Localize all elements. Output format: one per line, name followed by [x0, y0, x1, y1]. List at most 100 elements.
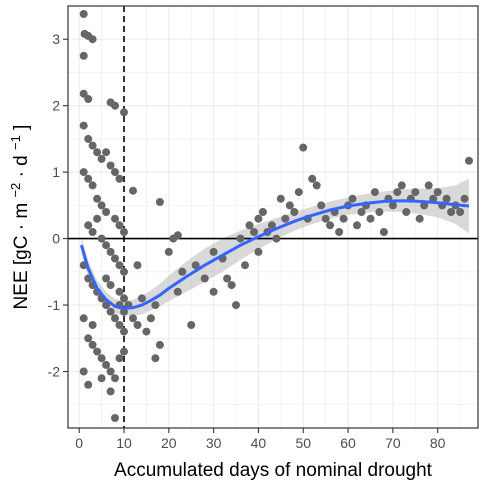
data-point	[151, 301, 160, 310]
data-point	[133, 261, 142, 270]
data-point	[84, 380, 93, 389]
y-axis-title: NEE [gC · m −2 · d −1 ]	[4, 125, 32, 310]
data-point	[129, 186, 137, 195]
data-point	[465, 156, 473, 165]
data-point	[393, 188, 402, 197]
x-tick-label: 80	[430, 435, 446, 451]
data-point	[379, 228, 388, 236]
data-point	[102, 208, 111, 216]
data-point	[353, 221, 361, 230]
data-point	[155, 198, 164, 206]
data-point	[120, 267, 128, 276]
data-point	[88, 181, 97, 190]
data-point	[402, 208, 411, 216]
data-point	[120, 347, 128, 356]
data-point	[79, 51, 88, 60]
data-point	[254, 247, 263, 256]
data-point	[142, 327, 151, 336]
data-point	[120, 108, 128, 117]
data-point	[227, 281, 236, 290]
data-point	[209, 287, 218, 296]
data-point	[111, 101, 119, 110]
plot-border	[67, 5, 479, 429]
data-point	[120, 228, 128, 236]
data-point	[151, 354, 160, 363]
data-point	[120, 294, 128, 303]
data-point	[232, 301, 240, 310]
data-point	[308, 174, 317, 183]
y-title-base: NEE [gC	[11, 236, 32, 310]
data-point	[88, 321, 97, 329]
data-point	[326, 221, 335, 230]
data-point	[93, 148, 102, 157]
plot-panel	[68, 6, 478, 428]
y-axis-ticks: -2 -1 0 1 2 3	[48, 31, 68, 380]
data-point	[102, 241, 111, 250]
data-point	[321, 214, 330, 223]
data-point	[133, 321, 142, 329]
data-point	[276, 194, 285, 203]
data-point	[84, 221, 93, 230]
x-axis-ticks: 0 10 20 30 40 50 60 70 80	[75, 428, 446, 451]
x-tick-label: 10	[116, 435, 132, 451]
y-tick-label: 3	[52, 31, 60, 47]
data-point	[178, 267, 187, 276]
x-tick-label: 30	[206, 435, 222, 451]
data-point	[433, 188, 442, 197]
data-point	[155, 340, 164, 349]
data-point	[397, 181, 406, 190]
data-point	[88, 228, 97, 236]
data-point	[209, 247, 218, 256]
smooth-fit-line	[79, 199, 470, 310]
data-point	[97, 354, 106, 363]
data-point	[420, 201, 429, 210]
data-point	[146, 314, 155, 323]
data-point	[129, 314, 137, 323]
data-point	[97, 154, 106, 163]
y-tick-label: 1	[52, 164, 60, 180]
data-point	[106, 161, 115, 170]
data-point	[258, 208, 267, 216]
data-point	[106, 247, 115, 256]
data-point	[223, 274, 232, 283]
data-point	[84, 174, 93, 183]
x-tick-label: 50	[295, 435, 311, 451]
y-title-sup1: −2	[8, 183, 23, 198]
data-point	[79, 168, 88, 177]
data-point	[102, 360, 111, 369]
data-point	[442, 194, 451, 203]
data-point	[281, 214, 290, 223]
data-point	[375, 208, 384, 216]
data-point	[115, 174, 124, 183]
data-point	[267, 221, 276, 230]
data-point	[84, 334, 93, 343]
data-point	[348, 194, 357, 203]
data-point	[97, 201, 106, 210]
data-point	[250, 228, 258, 236]
data-points	[79, 10, 473, 422]
data-point	[200, 274, 209, 283]
data-point	[299, 143, 308, 152]
y-tick-label: -2	[48, 364, 61, 380]
data-point	[272, 234, 281, 243]
data-point	[111, 374, 119, 383]
data-point	[173, 231, 182, 240]
data-point	[447, 208, 456, 216]
data-point	[191, 261, 200, 270]
data-point	[429, 194, 438, 203]
x-tick-label: 70	[385, 435, 401, 451]
data-point	[241, 261, 249, 270]
data-point	[115, 321, 124, 329]
data-point	[456, 208, 465, 216]
data-point	[115, 354, 124, 363]
data-point	[84, 134, 93, 143]
data-point	[370, 188, 379, 197]
data-point	[187, 321, 196, 329]
data-point	[339, 214, 348, 223]
data-point	[111, 414, 119, 422]
data-point	[164, 247, 173, 256]
x-axis-title: Accumulated days of nominal drought	[114, 460, 433, 481]
y-title-d: d	[11, 155, 32, 166]
data-point	[106, 367, 115, 376]
